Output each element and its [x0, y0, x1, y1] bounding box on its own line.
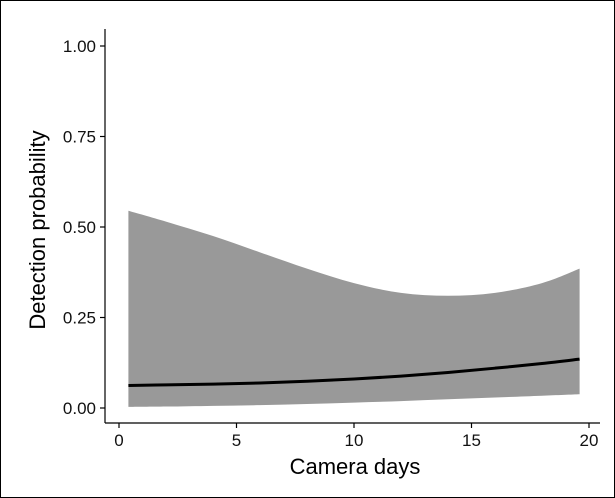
x-tick-label: 20 — [580, 431, 599, 450]
x-tick-label: 10 — [345, 431, 364, 450]
confidence-ribbon-layer — [128, 210, 580, 407]
x-axis-title: Camera days — [290, 454, 421, 479]
x-tick-label: 0 — [114, 431, 123, 450]
y-tick-label: 0.50 — [63, 218, 96, 237]
y-tick-label: 1.00 — [63, 37, 96, 56]
y-axis-ticks: 0.00 0.25 0.50 0.75 1.00 — [63, 37, 105, 418]
y-tick-label: 0.25 — [63, 309, 96, 328]
x-tick-label: 15 — [462, 431, 481, 450]
y-tick-label: 0.75 — [63, 128, 96, 147]
confidence-ribbon — [128, 210, 580, 407]
y-axis-title: Detection probability — [25, 130, 50, 329]
y-tick-label: 0.00 — [63, 399, 96, 418]
x-tick-label: 5 — [232, 431, 241, 450]
fit-line — [128, 357, 580, 388]
x-axis-ticks: 0 5 10 15 20 — [114, 423, 598, 450]
fit-line-layer — [128, 357, 580, 388]
